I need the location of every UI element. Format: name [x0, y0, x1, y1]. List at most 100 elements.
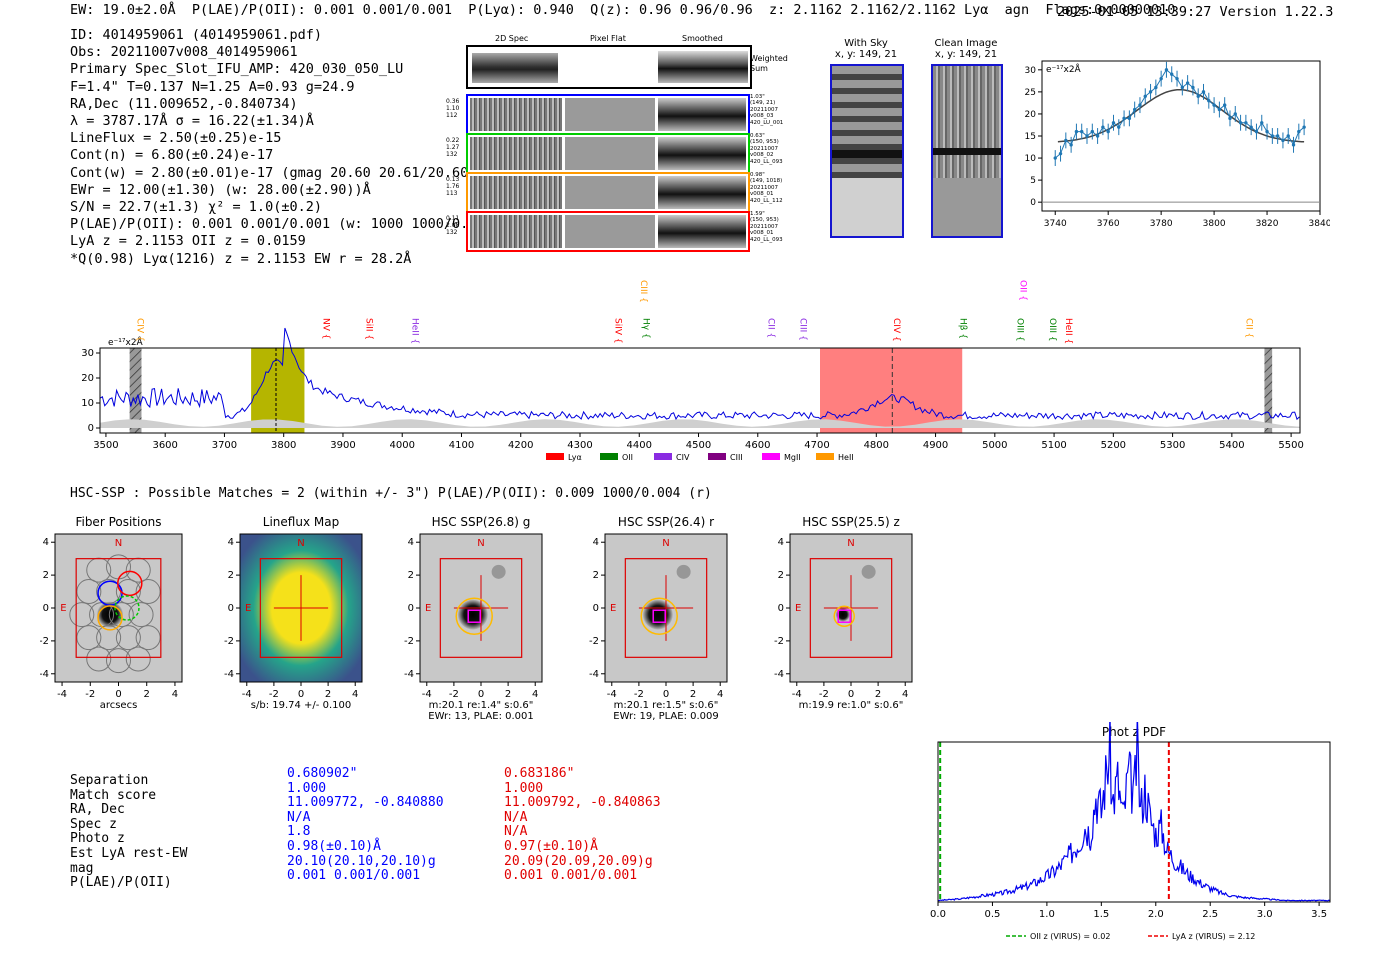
emission-line-label: NV {: [320, 318, 330, 339]
spec-xtick-label: 5500: [1278, 440, 1303, 451]
photz-pdf-line: [938, 722, 1331, 902]
fiber-row-strip: [466, 172, 750, 213]
aperture-box: [439, 558, 523, 658]
comparison-cell: 0.97(±0.10)Å: [504, 838, 598, 854]
north-label: N: [847, 538, 854, 549]
info-line: F=1.4" T=0.137 N=1.25 A=0.93 g=24.9: [70, 78, 355, 95]
fiber-circle: [115, 579, 141, 605]
fiber-circle: [108, 602, 134, 628]
zoom-point: [1143, 94, 1147, 98]
info-line: Obs: 20211007v008_4014959061: [70, 44, 298, 61]
panel-sub1: arcsecs: [100, 700, 138, 711]
neighbor-source: [491, 564, 506, 579]
weighted-sum-strip: [466, 45, 752, 89]
fiber-circle: [135, 625, 161, 651]
info-line: *Q(0.98) Lyα(1216) z = 2.1153 EW r = 28.…: [70, 250, 412, 267]
noise-band: [100, 419, 1300, 428]
panel-ytick-label: -4: [224, 669, 234, 680]
zoom-point: [1090, 129, 1095, 134]
emission-line-label: CIII {: [638, 280, 648, 303]
zoom-point: [1117, 125, 1121, 129]
zoom-point: [1074, 129, 1079, 134]
emission-line-label: SiII {: [364, 318, 374, 340]
spec-xtick-label: 4900: [923, 440, 948, 451]
photz-xtick-label: 2.5: [1202, 909, 1218, 920]
info-line: LyA z = 2.1153 OII z = 0.0159: [70, 233, 306, 250]
fiber-row-left-values: 0.13 1.76 113: [446, 176, 460, 197]
panel-ytick-label: 4: [408, 537, 414, 548]
zoom-point: [1064, 138, 1068, 143]
centroid-marker: [467, 609, 481, 623]
emission-line-label: CII {: [1244, 318, 1254, 338]
panel-sub1: m:19.9 re:1.0" s:0.6": [799, 700, 904, 711]
panel-ytick-label: 0: [408, 603, 414, 614]
east-label: E: [425, 603, 431, 614]
panel-ytick-label: -2: [224, 636, 234, 647]
spec-xtick-label: 4400: [627, 440, 652, 451]
fiber-green: [114, 595, 140, 621]
fiber-2d-spec: [470, 176, 562, 209]
photz-frame: [937, 741, 1331, 903]
secondary-line-band: [820, 348, 963, 433]
fiber-2d-spec: [470, 98, 562, 131]
fiber-row-strip: [466, 133, 750, 174]
comparison-cell: 11.009772, -0.840880: [287, 795, 444, 811]
aperture-box: [809, 558, 893, 658]
legend-lya-label: LyA z (VIRUS) = 2.12: [1172, 932, 1255, 941]
legend-swatch: [600, 453, 618, 460]
legend-label: OII: [622, 453, 633, 462]
zoom-point: [1138, 103, 1142, 107]
fiber-red: [117, 570, 143, 597]
spec-ytick-label: 20: [81, 373, 94, 384]
info-line: Primary Spec_Slot_IFU_AMP: 420_030_050_L…: [70, 61, 404, 78]
comparison-cell: 0.001 0.001/0.001: [504, 868, 638, 884]
zoom-point: [1127, 116, 1132, 121]
photz-xtick-label: 0.0: [930, 909, 946, 920]
fiber-orange: [97, 605, 123, 631]
comparison-cell: 20.10(20.10,20.10)g: [287, 853, 436, 869]
panel-ytick-label: -4: [404, 669, 414, 680]
panel-xtick-label: -4: [607, 689, 617, 700]
north-label: N: [297, 538, 304, 549]
spec-ytick-label: 10: [81, 398, 94, 409]
ellipse-aperture: [640, 597, 678, 635]
comparison-cell: 20.09(20.09,20.09)g: [504, 853, 653, 869]
legend-swatch: [546, 453, 564, 460]
fiber-smoothed: [658, 176, 746, 209]
col-title-pixel-flat: Pixel Flat: [590, 34, 626, 43]
fiber-circle: [76, 579, 102, 605]
zoom-point: [1286, 134, 1290, 138]
comparison-cell: Spec z: [70, 816, 117, 832]
comparison-cell: Separation: [70, 773, 149, 788]
zoom-point: [1132, 107, 1137, 112]
detection-info: ID: 4014959061 (4014959061.pdf) Obs: 2021…: [70, 27, 501, 268]
zoom-point: [1159, 76, 1163, 81]
centroid-marker: [837, 609, 851, 623]
comparison-cell: Est LyA rest-EW: [70, 845, 188, 861]
panel-sub1: m:20.1 re:1.5" s:0.6": [614, 700, 719, 711]
zoom-point: [1275, 134, 1280, 138]
panel-ytick-label: -4: [589, 669, 599, 680]
comparison-labels: Separation Match score RA, Dec Spec z Photo …: [70, 773, 188, 891]
panel-xtick-label: 4: [352, 689, 358, 700]
zoom-point: [1175, 76, 1179, 81]
info-line: LineFlux = 2.50(±0.25)e-15: [70, 130, 282, 147]
zoom-point: [1265, 129, 1269, 134]
zoom-xtick-label: 3800: [1203, 219, 1226, 229]
zoom-xtick-label: 3760: [1097, 219, 1120, 229]
spec-xtick-label: 5300: [1160, 440, 1185, 451]
comparison-cell: 1.000: [287, 780, 327, 796]
zoom-ytick-label: 30: [1025, 66, 1037, 76]
zoom-point: [1053, 156, 1057, 160]
comparison-cell: N/A: [504, 809, 528, 825]
source-blob: [457, 599, 488, 630]
panel-xtick-label: -2: [269, 689, 279, 700]
panel-ytick-label: 0: [43, 603, 49, 614]
zoom-point: [1111, 121, 1116, 125]
zoom-ytick-label: 25: [1025, 88, 1036, 98]
panel-ytick-label: 2: [778, 570, 784, 581]
ellipse-aperture: [833, 605, 855, 627]
fiber-row-strip: [466, 94, 750, 135]
zoom-point: [1217, 107, 1222, 112]
spec-xtick-label: 4700: [804, 440, 829, 451]
